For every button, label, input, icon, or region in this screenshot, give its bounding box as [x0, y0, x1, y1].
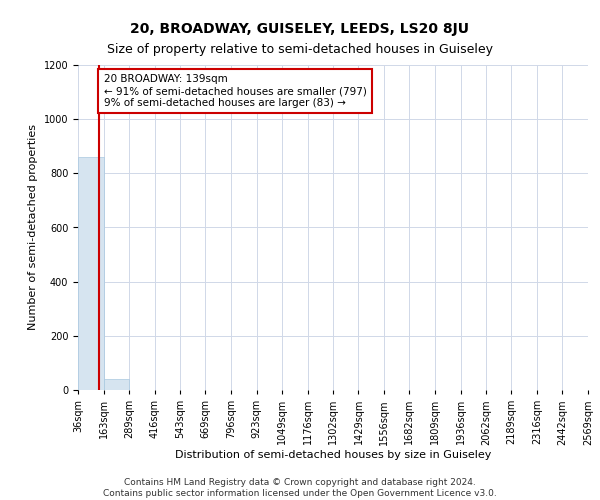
Text: 20 BROADWAY: 139sqm
← 91% of semi-detached houses are smaller (797)
9% of semi-d: 20 BROADWAY: 139sqm ← 91% of semi-detach… — [104, 74, 367, 108]
Text: Contains HM Land Registry data © Crown copyright and database right 2024.
Contai: Contains HM Land Registry data © Crown c… — [103, 478, 497, 498]
X-axis label: Distribution of semi-detached houses by size in Guiseley: Distribution of semi-detached houses by … — [175, 450, 491, 460]
Text: 20, BROADWAY, GUISELEY, LEEDS, LS20 8JU: 20, BROADWAY, GUISELEY, LEEDS, LS20 8JU — [131, 22, 470, 36]
Bar — [78, 157, 104, 390]
Bar — [104, 379, 129, 390]
Y-axis label: Number of semi-detached properties: Number of semi-detached properties — [28, 124, 38, 330]
Text: Size of property relative to semi-detached houses in Guiseley: Size of property relative to semi-detach… — [107, 42, 493, 56]
